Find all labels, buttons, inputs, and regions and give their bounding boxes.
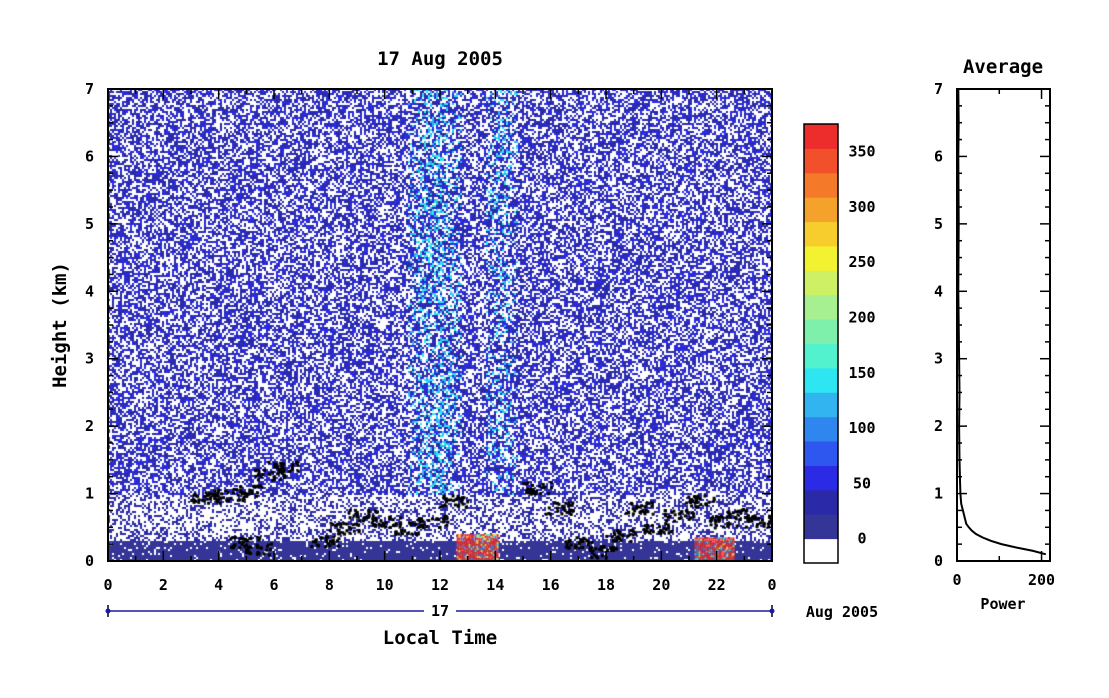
x-tick-label: 10 [376,576,394,594]
colorbar-swatch [804,367,838,393]
colorbar-swatch [804,294,838,320]
colorbar-swatch [804,221,838,247]
colorbar-tick-label: 0 [857,530,866,548]
x-tick-label: 12 [431,576,449,594]
y-tick-label: 0 [85,552,94,570]
profile-plot-frame [956,88,1051,562]
date-band-day: 17 [431,602,449,620]
y-axis-title: Height (km) [49,262,71,388]
colorbar-swatch [804,538,838,564]
y-tick-label: 6 [85,147,94,165]
profile-y-tick-label: 5 [934,215,943,233]
profile-y-tick-label: 3 [934,350,943,368]
colorbar-swatch [804,514,838,540]
main-x-tick-labels: 0 2 4 6 8 10 12 14 16 18 20 22 0 [103,576,776,594]
x-tick-label: 2 [159,576,168,594]
profile-x-axis-title: Power [980,595,1025,613]
x-tick-label: 8 [325,576,334,594]
profile-y-tick-label: 6 [934,147,943,165]
date-band-month-year: Aug 2005 [806,603,878,621]
x-tick-label: 22 [708,576,726,594]
y-tick-label: 1 [85,485,94,503]
colorbar-swatch [804,270,838,296]
x-tick-label: 14 [486,576,504,594]
x-tick-label: 20 [652,576,670,594]
y-tick-label: 5 [85,215,94,233]
profile-y-tick-label: 0 [934,552,943,570]
colorbar-labels: 0 50 100 150 200 250 300 350 [848,143,875,548]
profile-x-tick-label: 0 [952,571,961,589]
x-tick-label: 16 [542,576,560,594]
main-plot-frame [107,88,773,562]
colorbar-swatch [804,172,838,198]
colorbar-swatch [804,124,838,149]
x-tick-label: 6 [269,576,278,594]
x-tick-label: 4 [214,576,223,594]
colorbar-tick-label: 250 [848,253,875,271]
colorbar-swatch [804,392,838,418]
colorbar-tick-label: 350 [848,143,875,161]
colorbar-swatch [804,343,838,369]
colorbar-swatch [804,197,838,223]
profile-y-tick-label: 4 [934,282,943,300]
profile-series-line [957,88,1047,556]
profile-x-tick-labels: 0 200 [952,571,1055,589]
profile-y-tick-label: 2 [934,417,943,435]
y-tick-label: 7 [85,80,94,98]
colorbar-swatch [804,319,838,344]
colorbar-swatch [804,465,838,491]
y-tick-label: 2 [85,417,94,435]
colorbar-swatch [804,441,838,466]
profile-x-tick-label: 200 [1028,571,1055,589]
profile-y-tick-label: 7 [934,80,943,98]
profile-title: Average [963,56,1043,78]
x-axis-title: Local Time [383,627,497,649]
date-band: 17 [105,602,775,620]
colorbar [803,123,839,564]
profile-y-tick-label: 1 [934,485,943,503]
main-y-tick-labels: 0 1 2 3 4 5 6 7 [85,80,94,570]
colorbar-tick-label: 300 [848,198,875,216]
colorbar-swatch [804,148,838,174]
y-tick-label: 4 [85,282,94,300]
x-tick-label: 18 [597,576,615,594]
main-title: 17 Aug 2005 [377,48,503,70]
colorbar-swatch [804,416,838,442]
profile-y-tick-labels: 0 1 2 3 4 5 6 7 [934,80,943,570]
heatmap-cells [108,89,772,561]
colorbar-tick-label: 50 [853,474,871,492]
colorbar-tick-label: 200 [848,308,875,326]
x-tick-label: 0 [103,576,112,594]
colorbar-tick-label: 150 [848,364,875,382]
colorbar-tick-label: 100 [848,419,875,437]
colorbar-swatch [804,245,838,271]
colorbar-swatch [804,489,838,515]
x-tick-label: 0 [767,576,776,594]
y-tick-label: 3 [85,350,94,368]
